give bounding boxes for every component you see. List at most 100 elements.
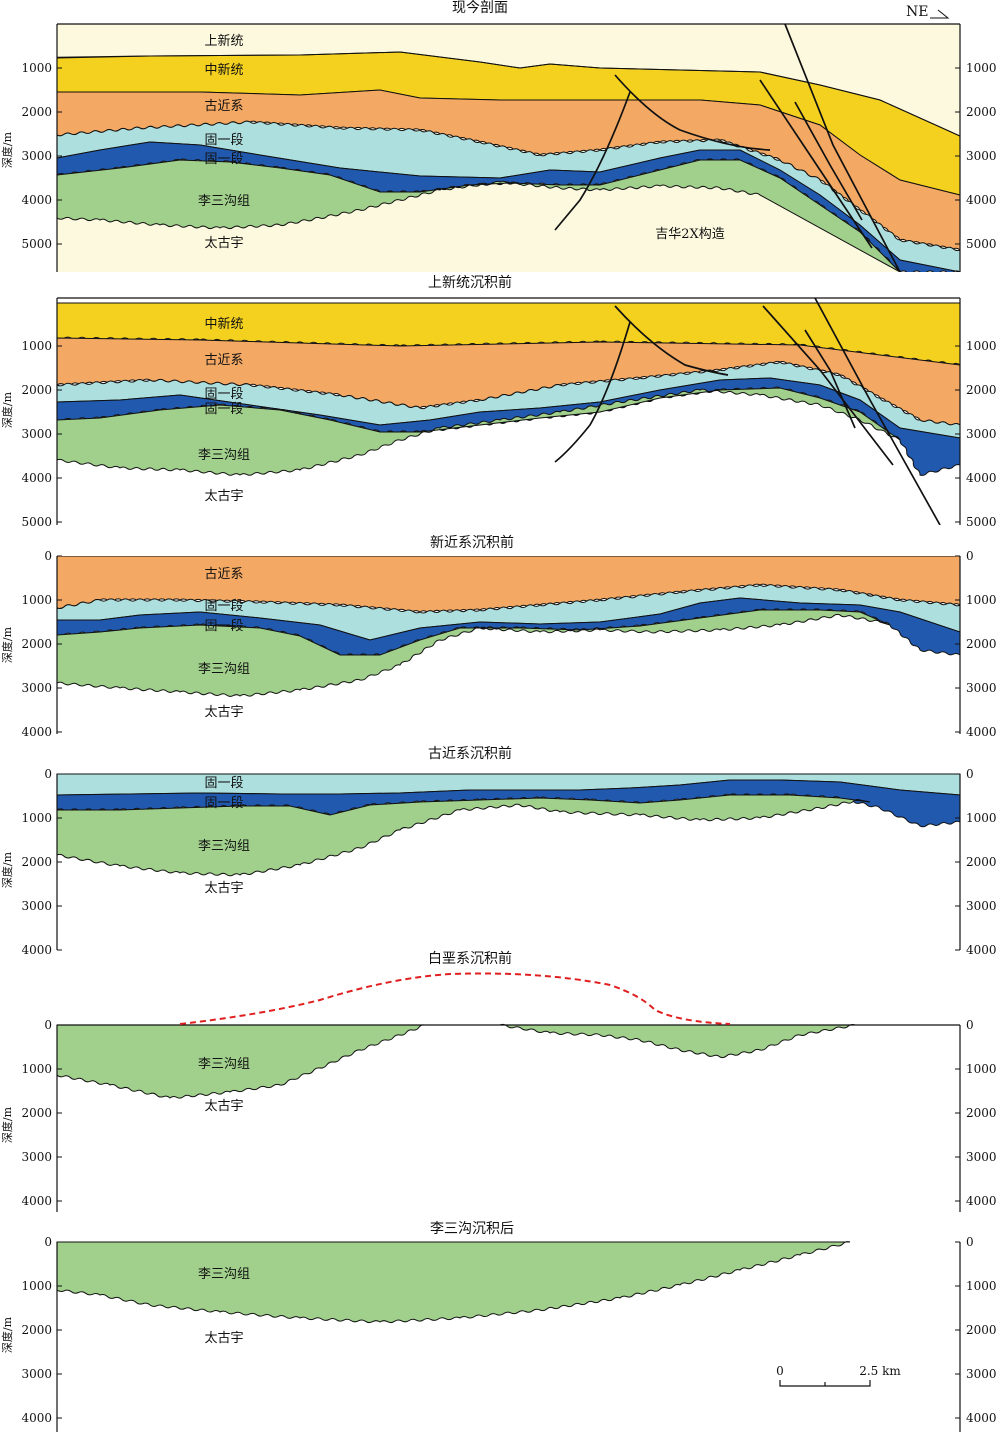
fault-line bbox=[614, 74, 771, 151]
layer-lisangou bbox=[57, 609, 891, 697]
faults bbox=[554, 298, 941, 525]
axis-panel-6: 0 0 1000 1000 2000 2000 3000 3000 4000 4000 深度/m bbox=[0, 1235, 997, 1432]
panel-strata bbox=[57, 24, 960, 272]
tick-label-right: 0 bbox=[966, 549, 974, 563]
layer-lisangou-east bbox=[499, 1023, 856, 1059]
label-taigu: 太古宇 bbox=[204, 881, 243, 896]
panel-strata bbox=[57, 556, 960, 697]
tick-label-right: 2000 bbox=[966, 383, 997, 397]
tick-label-left: 0 bbox=[44, 1018, 52, 1032]
tick-label-left: 1000 bbox=[21, 61, 52, 75]
fault-line bbox=[814, 298, 941, 525]
depth-axes: 1000 1000 2000 2000 3000 3000 4000 4000 5000 5000… bbox=[0, 23, 997, 1432]
axis-panel-3: 0 0 1000 1000 2000 2000 3000 3000 4000 4000 深度/m bbox=[0, 549, 997, 739]
faults bbox=[554, 24, 901, 272]
layer-lisangou bbox=[57, 159, 901, 272]
label-lisangou: 李三沟组 bbox=[198, 839, 250, 854]
tick-label-right: 1000 bbox=[966, 1062, 997, 1076]
tick-label-right: 4000 bbox=[966, 471, 997, 485]
y-axis-label: 深度/m bbox=[0, 851, 14, 888]
tick-label-left: 3000 bbox=[21, 1367, 52, 1381]
panel-strata bbox=[57, 298, 960, 525]
tick-label-left: 3000 bbox=[21, 427, 52, 441]
tick-label-right: 4000 bbox=[966, 1194, 997, 1208]
y-axis-label: 深度/m bbox=[0, 391, 14, 428]
tick-label-left: 3000 bbox=[21, 899, 52, 913]
tick-label-right: 1000 bbox=[966, 339, 997, 353]
panel-title: 新近系沉积前 bbox=[430, 534, 514, 551]
neogene-boundary bbox=[57, 51, 960, 137]
fault-line bbox=[784, 24, 901, 272]
tick-label-left: 2000 bbox=[21, 1323, 52, 1337]
panel-pre-cretaceous: 白垩系沉积前 李三沟组 太古宇 bbox=[56, 950, 960, 1114]
layer-lisangou-west bbox=[56, 1024, 426, 1099]
fault-line bbox=[804, 329, 856, 429]
fault-line bbox=[614, 305, 729, 376]
tick-label-left: 4000 bbox=[21, 471, 52, 485]
label-gu1-lower: 固一段 bbox=[204, 796, 243, 811]
tick-label-right: 4000 bbox=[966, 193, 997, 207]
label-lisangou: 李三沟组 bbox=[198, 662, 250, 677]
scale-bar: 0 2.5 km bbox=[776, 1364, 901, 1387]
label-taigu: 太古宇 bbox=[204, 236, 243, 251]
tick-label-right: 2000 bbox=[966, 1106, 997, 1120]
label-gu1-upper: 固一段 bbox=[204, 599, 243, 614]
tick-label-right: 4000 bbox=[966, 1411, 997, 1425]
label-gu1-upper: 固一段 bbox=[204, 133, 243, 148]
tick-label-left: 5000 bbox=[21, 515, 52, 529]
y-axis-label: 深度/m bbox=[0, 131, 14, 168]
tick-label-right: 3000 bbox=[966, 149, 997, 163]
scale-end: 2.5 km bbox=[859, 1364, 901, 1378]
tick-label-right: 5000 bbox=[966, 515, 997, 529]
label-lisangou: 李三沟组 bbox=[198, 1057, 250, 1072]
layer-gu1-upper bbox=[57, 361, 960, 439]
fault-line bbox=[554, 321, 631, 463]
tick-label-right: 2000 bbox=[966, 637, 997, 651]
tick-label-right: 2000 bbox=[966, 855, 997, 869]
label-lisangou: 李三沟组 bbox=[198, 194, 250, 209]
label-shangxin: 上新统 bbox=[204, 33, 243, 49]
axis-panel-2: 1000 1000 2000 2000 3000 3000 4000 4000 5000 5000… bbox=[0, 297, 997, 529]
tick-label-left: 4000 bbox=[21, 1194, 52, 1208]
panel-title: 李三沟沉积后 bbox=[430, 1221, 514, 1237]
tick-label-right: 3000 bbox=[966, 681, 997, 695]
fault-line bbox=[554, 91, 631, 231]
panel-post-lisangou: 李三沟沉积后 李三沟组 太古宇 0 2.5 km bbox=[56, 1221, 901, 1387]
tick-label-left: 0 bbox=[44, 1235, 52, 1249]
tick-label-right: 3000 bbox=[966, 899, 997, 913]
axis-panel-5: 0 0 1000 1000 2000 2000 3000 3000 4000 4000 深度/m bbox=[0, 1018, 997, 1212]
tick-label-right: 1000 bbox=[966, 811, 997, 825]
orientation-marker: NE bbox=[906, 4, 950, 20]
y-axis-label: 深度/m bbox=[0, 626, 14, 663]
tick-label-left: 4000 bbox=[21, 725, 52, 739]
label-taigu: 太古宇 bbox=[204, 1099, 243, 1114]
tick-label-right: 0 bbox=[966, 1235, 974, 1249]
label-taigu: 太古宇 bbox=[204, 489, 243, 504]
orientation-arrow-icon bbox=[930, 9, 950, 19]
tick-label-left: 1000 bbox=[21, 1062, 52, 1076]
label-structure: 吉华2X构造 bbox=[655, 227, 725, 242]
y-axis-label: 深度/m bbox=[0, 1106, 14, 1143]
tick-label-left: 2000 bbox=[21, 1106, 52, 1120]
fault-line bbox=[762, 305, 894, 466]
label-gujin: 古近系 bbox=[204, 353, 243, 368]
tick-label-left: 3000 bbox=[21, 681, 52, 695]
tick-label-left: 0 bbox=[44, 549, 52, 563]
tick-label-left: 1000 bbox=[21, 339, 52, 353]
panel-pre-neogene: 新近系沉积前 古近系 固一段 固一段 李三沟组 太古宇 bbox=[57, 534, 960, 720]
tick-label-left: 2000 bbox=[21, 383, 52, 397]
panel-title: 白垩系沉积前 bbox=[428, 950, 512, 967]
label-zhongxin: 中新统 bbox=[204, 316, 243, 332]
layer-lisangou bbox=[56, 1241, 851, 1324]
fault-line bbox=[759, 79, 873, 249]
axis-panel-1: 1000 1000 2000 2000 3000 3000 4000 4000 5000 5000… bbox=[0, 23, 997, 272]
tick-label-left: 3000 bbox=[21, 149, 52, 163]
scale-start: 0 bbox=[776, 1364, 784, 1378]
label-zhongxin: 中新统 bbox=[204, 62, 243, 78]
label-gujin: 古近系 bbox=[204, 99, 243, 114]
tick-label-left: 4000 bbox=[21, 1411, 52, 1425]
layer-lisangou bbox=[57, 387, 901, 476]
restoration-line bbox=[179, 972, 731, 1025]
tick-label-right: 4000 bbox=[966, 725, 997, 739]
